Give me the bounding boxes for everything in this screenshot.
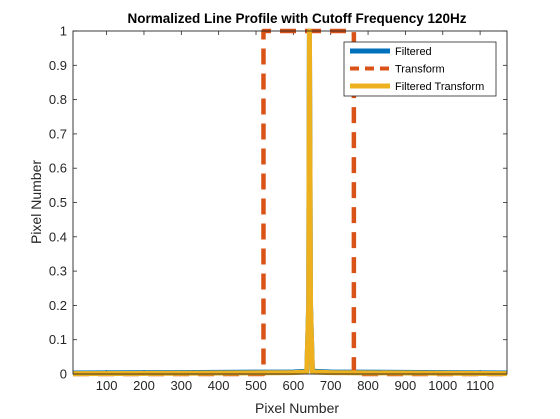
x-axis-label: Pixel Number bbox=[255, 400, 339, 416]
x-tick-label: 700 bbox=[320, 378, 342, 393]
y-tick-label: 0.7 bbox=[49, 126, 67, 141]
y-tick-label: 0.3 bbox=[49, 264, 67, 279]
x-tick-label: 500 bbox=[245, 378, 267, 393]
x-tick-label: 1100 bbox=[466, 378, 494, 393]
legend: Filtered Transform Filtered Transform bbox=[343, 41, 497, 97]
x-tick-label: 600 bbox=[283, 378, 305, 393]
legend-label: Filtered bbox=[395, 46, 432, 58]
x-tick-label: 300 bbox=[170, 378, 192, 393]
ticks-layer: 100 200 300 400 500 600 700 800 900 1000 1100 0 0.1 0… bbox=[49, 24, 507, 393]
y-axis-label: Pixel Number bbox=[28, 160, 44, 244]
y-tick-label: 0.5 bbox=[49, 195, 67, 210]
x-tick-label: 400 bbox=[208, 378, 230, 393]
y-tick-label: 0.1 bbox=[49, 332, 67, 347]
axes-box bbox=[72, 30, 508, 375]
x-tick-label: 1000 bbox=[428, 378, 457, 393]
chart-title: Normalized Line Profile with Cutoff Freq… bbox=[127, 11, 466, 26]
y-tick-label: 0.8 bbox=[49, 92, 67, 107]
y-tick-label: 1 bbox=[60, 24, 67, 39]
y-tick-label: 0.9 bbox=[49, 58, 67, 73]
y-tick-label: 0.2 bbox=[49, 298, 67, 313]
legend-label: Transform bbox=[395, 64, 445, 76]
y-tick-label: 0.4 bbox=[49, 229, 67, 244]
legend-label: Filtered Transform bbox=[395, 81, 484, 93]
x-tick-label: 100 bbox=[96, 378, 118, 393]
x-tick-label: 900 bbox=[395, 378, 417, 393]
y-tick-label: 0 bbox=[60, 367, 67, 382]
axes-frame bbox=[72, 30, 508, 375]
x-tick-label: 200 bbox=[133, 378, 155, 393]
x-tick-label: 800 bbox=[357, 378, 379, 393]
y-tick-label: 0.6 bbox=[49, 161, 67, 176]
